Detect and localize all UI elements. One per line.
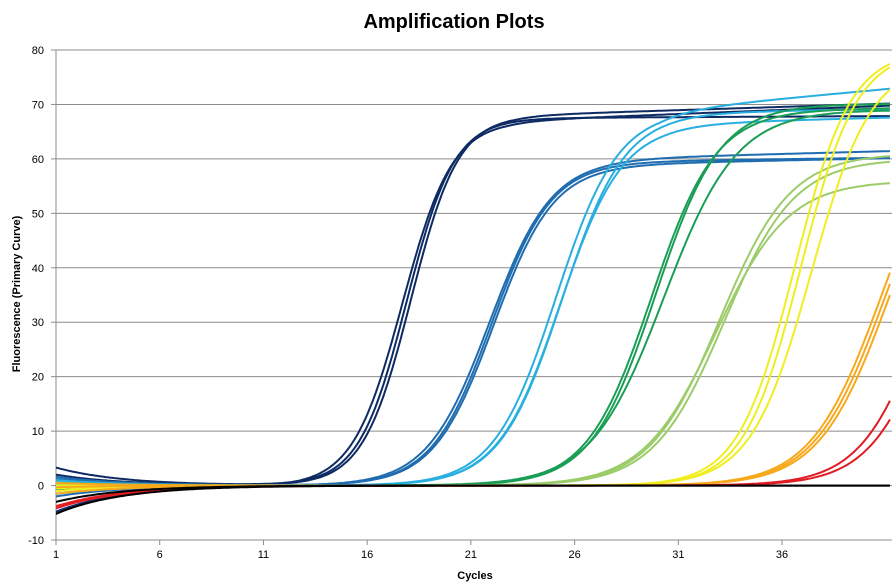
chart-title: Amplification Plots	[363, 11, 544, 33]
series-line-22	[56, 400, 891, 510]
series-line-12	[56, 109, 890, 491]
series-line-8	[56, 108, 890, 487]
y-tick-label: 70	[32, 99, 44, 111]
y-tick-label: 30	[32, 317, 44, 329]
x-tick-label: 36	[776, 549, 788, 561]
y-tick-label: -10	[28, 535, 44, 547]
x-tick-label: 21	[465, 549, 477, 561]
y-tick-label: 50	[32, 208, 44, 220]
series-line-24	[56, 484, 890, 515]
grid-layer	[56, 49, 892, 487]
x-tick-label: 31	[672, 549, 684, 561]
series-line-1	[56, 115, 890, 486]
series-line-4	[56, 156, 890, 486]
series-line-7	[56, 87, 890, 487]
series-line-6	[56, 150, 890, 498]
series-line-14	[56, 160, 890, 489]
series-line-10	[56, 107, 890, 487]
x-tick-label: 11	[258, 549, 269, 561]
series-line-9	[56, 116, 890, 495]
series-line-16	[56, 63, 891, 487]
x-tick-label: 26	[568, 549, 580, 561]
y-tick-label: 0	[38, 481, 44, 493]
series-line-13	[56, 155, 890, 487]
series-layer	[56, 63, 891, 515]
y-tick-label: 40	[32, 263, 44, 275]
y-tick-label: 80	[32, 45, 44, 57]
series-line-25	[56, 484, 890, 503]
x-tick-label: 16	[361, 549, 373, 561]
x-tick-label: 6	[157, 549, 163, 561]
x-tick-label: 1	[53, 549, 59, 561]
series-line-3	[56, 104, 890, 513]
series-line-15	[56, 182, 890, 492]
y-tick-label: 60	[32, 154, 44, 166]
x-axis-label: Cycles	[457, 570, 492, 582]
y-tick-label: 10	[32, 426, 44, 438]
series-line-17	[56, 66, 891, 490]
y-tick-label: 20	[32, 372, 44, 384]
y-axis-label: Fluorescence (Primary Curve)	[11, 215, 23, 372]
series-line-20	[56, 283, 891, 489]
series-line-5	[56, 157, 890, 487]
series-line-23	[56, 418, 891, 508]
